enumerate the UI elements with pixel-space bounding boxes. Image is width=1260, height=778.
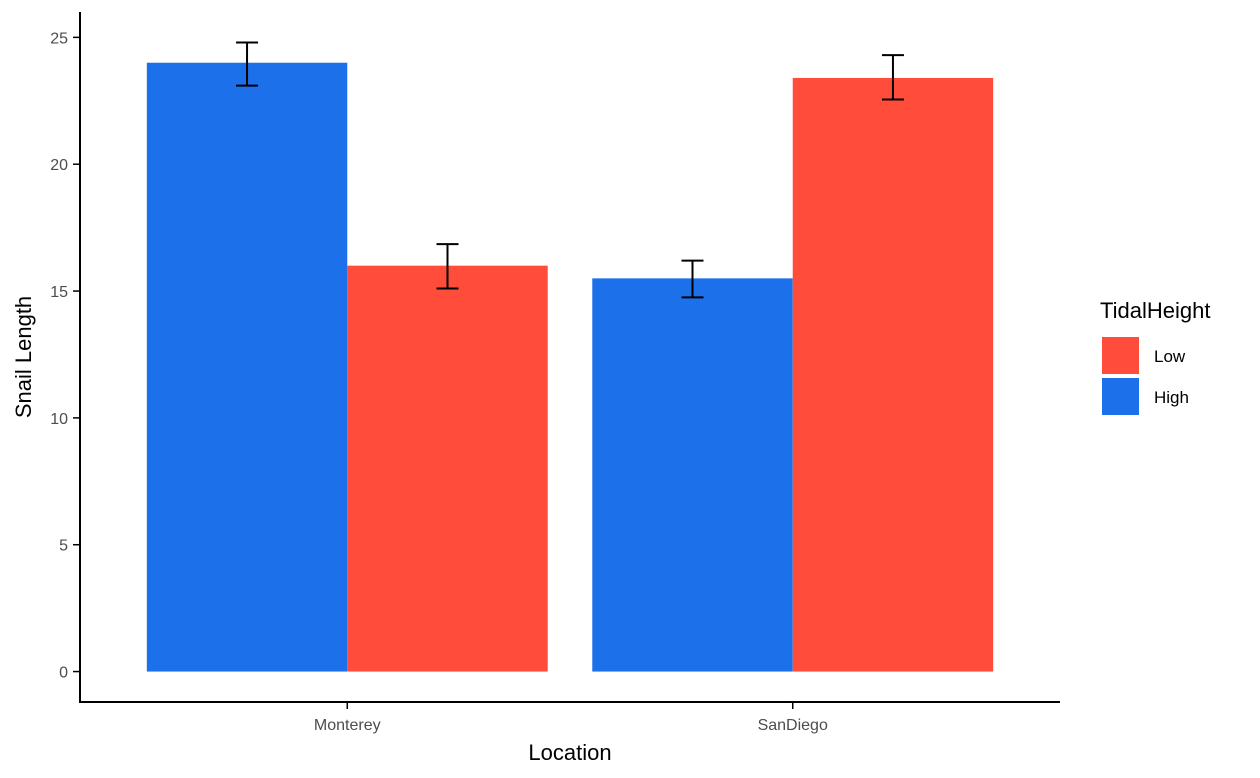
y-axis-title: Snail Length (11, 296, 36, 418)
x-tick-label: Monterey (314, 717, 381, 734)
legend-label: High (1154, 388, 1189, 407)
y-tick-label: 10 (50, 411, 68, 428)
legend-label: Low (1154, 347, 1186, 366)
bar-high-sandiego (592, 278, 793, 672)
error-bar-high-monterey (236, 41, 259, 87)
y-tick-label: 0 (59, 665, 68, 682)
error-bar-high-sandiego (681, 259, 704, 299)
legend: TidalHeight Low High (1100, 298, 1210, 417)
x-tick-label: SanDiego (758, 717, 828, 734)
error-bar-low-monterey (436, 243, 459, 290)
legend-key-low (1100, 335, 1141, 376)
y-tick-label: 25 (50, 30, 68, 47)
plot-area (146, 41, 994, 672)
legend-item-low: Low (1100, 335, 1186, 376)
x-axis-title: Location (528, 740, 611, 765)
legend-title: TidalHeight (1100, 298, 1210, 323)
error-bar-low-sandiego (881, 54, 904, 101)
y-tick-label: 15 (50, 284, 68, 301)
y-tick-label: 5 (59, 538, 68, 555)
bar-low-monterey (347, 265, 548, 672)
axes: Monterey SanDiego 0 5 10 15 20 25 (50, 12, 1060, 734)
y-tick-label: 20 (50, 157, 68, 174)
bar-low-sandiego (792, 77, 994, 672)
bar-high-monterey (146, 62, 348, 672)
legend-key-high (1100, 376, 1141, 417)
legend-item-high: High (1100, 376, 1189, 417)
